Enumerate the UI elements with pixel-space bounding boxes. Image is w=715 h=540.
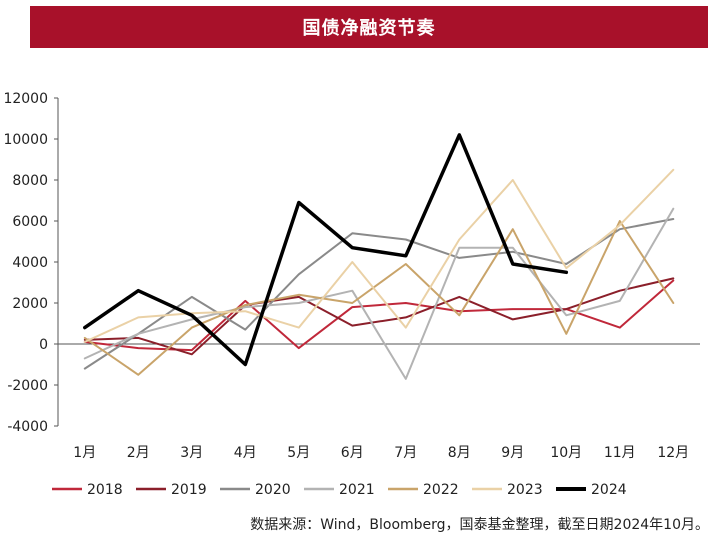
legend-label-2019: 2019 <box>171 482 207 498</box>
x-tick-label: 7月 <box>394 445 417 461</box>
chart-title: 国债净融资节奏 <box>302 18 436 39</box>
series-line-2023 <box>83 168 675 343</box>
x-tick-label: 6月 <box>341 445 364 461</box>
legend-label-2020: 2020 <box>255 482 291 498</box>
legend-label-2022: 2022 <box>423 482 459 498</box>
x-tick-label: 10月 <box>550 445 582 461</box>
y-tick-label: 12000 <box>3 91 48 107</box>
y-tick-label: 8000 <box>12 173 48 189</box>
line-chart: -4000 -2000 0 2000 4000 6000 8000 10000 12000 1月 2… <box>3 91 700 498</box>
legend-label-2024: 2024 <box>591 482 627 498</box>
y-tick-label: -2000 <box>7 378 48 394</box>
legend-label-2021: 2021 <box>339 482 375 498</box>
series-line-2019 <box>83 277 675 356</box>
x-tick-label: 9月 <box>501 445 524 461</box>
x-tick-label: 2月 <box>127 445 150 461</box>
y-tick-label: 4000 <box>12 255 48 271</box>
y-tick-label: 0 <box>39 337 48 353</box>
series-line-2022 <box>83 220 675 376</box>
y-tick-label: 10000 <box>3 132 48 148</box>
series-line-2024 <box>83 133 569 367</box>
legend-label-2023: 2023 <box>507 482 543 498</box>
x-tick-label: 11月 <box>604 445 636 461</box>
x-tick-label: 12月 <box>657 445 689 461</box>
y-tick-label: 6000 <box>12 214 48 230</box>
series-line-2020 <box>83 218 675 370</box>
source-note: 数据来源：Wind，Bloomberg，国泰基金整理，截至日期2024年10月。 <box>250 517 709 533</box>
chart-title-bar: 国债净融资节奏 <box>30 6 708 48</box>
y-tick-label: 2000 <box>12 296 48 312</box>
x-tick-label: 3月 <box>180 445 203 461</box>
y-tick-label: -4000 <box>7 419 48 435</box>
legend-label-2018: 2018 <box>87 482 123 498</box>
x-tick-label: 4月 <box>234 445 257 461</box>
x-tick-label: 5月 <box>287 445 310 461</box>
x-tick-label: 1月 <box>73 445 96 461</box>
x-tick-label: 8月 <box>448 445 471 461</box>
